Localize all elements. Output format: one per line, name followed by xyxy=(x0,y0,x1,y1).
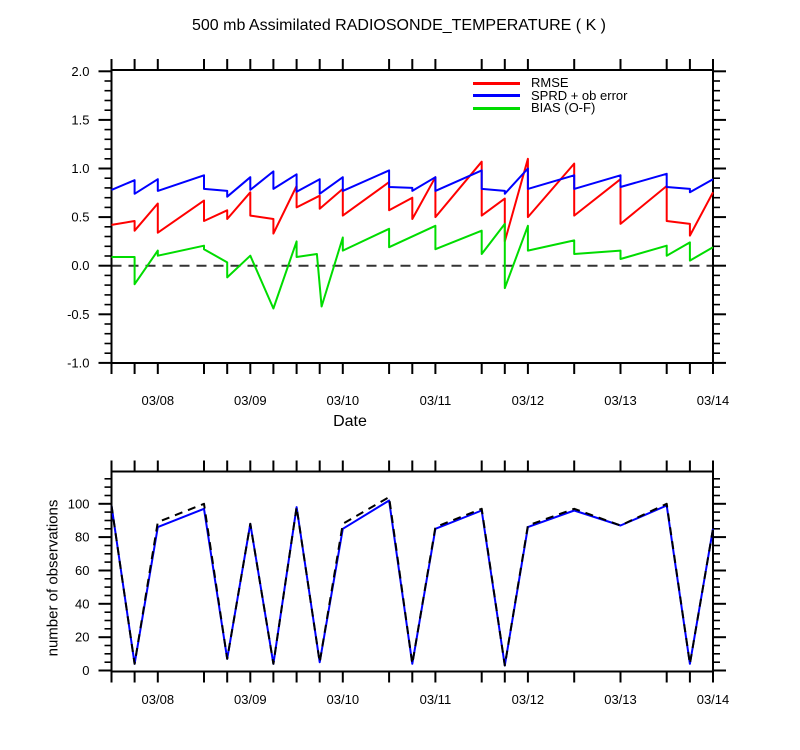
y-tick-label: -0.5 xyxy=(67,307,89,322)
x-tick-label: 03/09 xyxy=(234,393,267,408)
y-tick-label: 1.0 xyxy=(71,161,89,176)
y-tick-label: 0 xyxy=(82,663,89,678)
x-tick-label: 03/10 xyxy=(327,692,360,707)
y-axis-title-observations: number of observations xyxy=(44,499,62,657)
chart-panel-0: 2.0 1.5 1.0 0.5 0.0 -0.5 -1.0 03/08 03/09 03/10 03… xyxy=(67,59,729,408)
y-tick-label: 40 xyxy=(75,596,89,611)
series-sprd-ob-error xyxy=(111,167,714,198)
y-tick-label: 60 xyxy=(75,563,89,578)
y-tick-label: -1.0 xyxy=(67,355,89,370)
sprd-line-swatch xyxy=(473,94,520,98)
series-dashed xyxy=(110,496,714,667)
x-tick-label: 03/12 xyxy=(512,692,545,707)
y-tick-label: 100 xyxy=(68,496,90,511)
legend-item-sprd: SPRD + ob error xyxy=(473,87,628,103)
x-tick-label: 03/13 xyxy=(604,393,637,408)
x-axis-title: Date xyxy=(333,413,367,430)
x-tick-label: 03/10 xyxy=(327,393,360,408)
legend-label-sprd: SPRD + ob error xyxy=(531,87,628,103)
y-tick-label: 20 xyxy=(75,630,89,645)
x-tick-label: 03/09 xyxy=(234,692,267,707)
x-tick-label: 03/13 xyxy=(604,692,637,707)
y-tick-label: 2.0 xyxy=(71,64,89,79)
legend-item-rmse: RMSE xyxy=(473,75,627,90)
bias-line-swatch xyxy=(473,106,520,110)
y-tick-label: 1.5 xyxy=(71,112,89,127)
chart-panel-1: 100 80 60 40 20 0 03/08 03/09 03/10 03/11 03/12 03/… xyxy=(68,460,730,707)
x-tick-label: 03/12 xyxy=(512,393,545,408)
x-tick-label: 03/08 xyxy=(142,393,175,408)
legend-label-rmse: RMSE xyxy=(531,75,569,90)
series-solid xyxy=(110,499,714,667)
x-tick-label: 03/14 xyxy=(697,692,730,707)
plot-frame xyxy=(110,470,714,673)
series-bias-o-f- xyxy=(111,222,714,310)
series-rmse xyxy=(111,157,714,243)
x-tick-label: 03/08 xyxy=(142,692,175,707)
y-tick-label: 80 xyxy=(75,530,89,545)
chart-title: 500 mb Assimilated RADIOSONDE_TEMPERATUR… xyxy=(191,17,607,34)
x-tick-label: 03/14 xyxy=(697,393,730,408)
legend-item-bias: BIAS (O-F) xyxy=(473,100,627,115)
legend-label-bias: BIAS (O-F) xyxy=(531,100,596,115)
y-tick-label: 0.0 xyxy=(71,258,89,273)
rmse-line-swatch xyxy=(473,81,520,85)
x-tick-label: 03/11 xyxy=(420,393,452,408)
x-tick-label: 03/11 xyxy=(420,692,452,707)
y-tick-label: 0.5 xyxy=(71,210,89,225)
legend: RMSE SPRD + ob error BIAS (O-F) xyxy=(473,75,628,115)
